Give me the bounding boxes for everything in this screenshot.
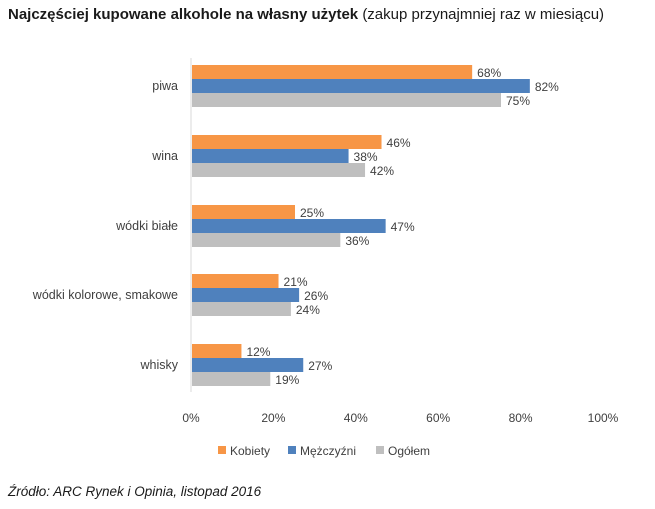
x-tick-label-0: 0% <box>182 411 200 425</box>
data-label-piwa-mezczyzni: 82% <box>535 80 559 94</box>
data-label-wodki-kolorowe-smakowe-kobiety: 21% <box>284 275 308 289</box>
bar-wodki-biale-ogolem <box>192 233 341 247</box>
data-label-whisky-ogolem: 19% <box>275 373 299 387</box>
chart-title: Najczęściej kupowane alkohole na własny … <box>8 6 604 23</box>
bar-wodki-kolorowe-smakowe-kobiety <box>192 274 279 288</box>
data-label-wodki-biale-ogolem: 36% <box>345 234 369 248</box>
x-tick-label-2: 40% <box>344 411 368 425</box>
legend-swatch-ogolem <box>376 446 384 454</box>
bar-wina-kobiety <box>192 135 382 149</box>
data-label-wina-ogolem: 42% <box>370 164 394 178</box>
data-label-wina-kobiety: 46% <box>387 136 411 150</box>
x-tick-label-3: 60% <box>426 411 450 425</box>
x-tick-label-4: 80% <box>509 411 533 425</box>
x-tick-label-1: 20% <box>261 411 285 425</box>
data-label-wodki-kolorowe-smakowe-mezczyzni: 26% <box>304 289 328 303</box>
bar-chart: piwa 68% 82% 75% wina 46% 38%42% wódki białe 25%… <box>32 58 619 458</box>
bar-piwa-ogolem <box>192 93 501 107</box>
bar-wodki-kolorowe-smakowe-ogolem <box>192 302 291 316</box>
bar-wodki-biale-mezczyzni <box>192 219 386 233</box>
legend-label-ogolem: Ogółem <box>388 444 430 458</box>
legend-swatch-mezczyzni <box>288 446 296 454</box>
bar-piwa-mezczyzni <box>192 79 530 93</box>
source-note: Źródło: ARC Rynek i Opinia, listopad 201… <box>8 484 262 499</box>
chart-title-subtitle: (zakup przynajmniej raz w miesiącu) <box>362 6 605 23</box>
legend-swatch-kobiety <box>218 446 226 454</box>
category-label-piwa: piwa <box>152 79 178 93</box>
chart-title-main: Najczęściej kupowane alkohole na własny … <box>8 6 359 23</box>
data-label-wodki-biale-kobiety: 25% <box>300 206 324 220</box>
bar-whisky-mezczyzni <box>192 358 304 372</box>
data-label-wodki-biale-mezczyzni: 47% <box>391 220 415 234</box>
category-label-wodki-kolorowe-smakowe: wódki kolorowe, smakowe <box>32 288 178 302</box>
bar-whisky-kobiety <box>192 344 242 358</box>
data-label-piwa-kobiety: 68% <box>477 66 501 80</box>
bar-whisky-ogolem <box>192 372 271 386</box>
data-label-wodki-kolorowe-smakowe-ogolem: 24% <box>296 303 320 317</box>
data-label-whisky-mezczyzni: 27% <box>308 359 332 373</box>
x-tick-label-5: 100% <box>588 411 619 425</box>
bar-wina-ogolem <box>192 163 366 177</box>
category-label-whisky: whisky <box>139 358 178 372</box>
category-label-wodki-biale: wódki białe <box>115 219 178 233</box>
bar-piwa-kobiety <box>192 65 473 79</box>
data-label-whisky-kobiety: 12% <box>246 345 270 359</box>
legend-label-mezczyzni: Mężczyźni <box>300 444 356 458</box>
bar-wodki-kolorowe-smakowe-mezczyzni <box>192 288 300 302</box>
bar-wodki-biale-kobiety <box>192 205 295 219</box>
bar-wina-mezczyzni <box>192 149 349 163</box>
category-label-wina: wina <box>151 149 178 163</box>
legend-label-kobiety: Kobiety <box>230 444 270 458</box>
data-label-piwa-ogolem: 75% <box>506 94 530 108</box>
data-label-wina-mezczyzni: 38% <box>354 150 378 164</box>
